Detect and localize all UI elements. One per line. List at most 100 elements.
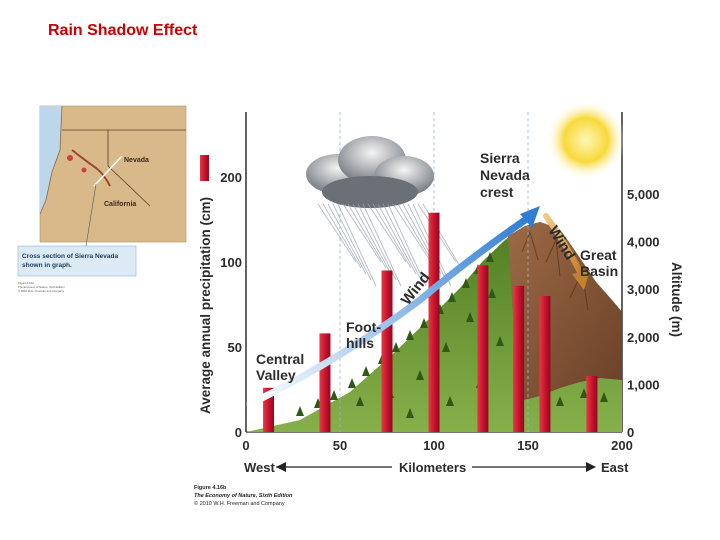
foothills-label: Foot- hills [346, 319, 385, 351]
rain-streak [367, 203, 407, 263]
tree-icon [486, 252, 494, 262]
west-arrowhead-icon [276, 462, 286, 472]
tree-icon [600, 392, 608, 402]
rain-streak [327, 203, 367, 275]
rain-streak [372, 203, 412, 269]
left-tick-label: 50 [228, 340, 242, 355]
great-basin-label-line: Basin [580, 263, 618, 279]
west-label: West [244, 460, 275, 475]
windward-wind-arrow [246, 214, 532, 408]
tree-icon [356, 396, 364, 406]
leeward-arrowhead-icon [572, 270, 590, 290]
figure-number: Figure 4.16b [194, 485, 227, 491]
rain-streak [337, 203, 377, 287]
tree-icon [420, 318, 428, 328]
map-caption-line: shown in graph. [22, 262, 72, 269]
rain-streak [362, 203, 402, 287]
figure-copyright: © 2010 W.H. Freeman and Company [194, 500, 285, 507]
rain-streak [347, 203, 387, 269]
tree-icon [330, 390, 338, 400]
inset-map: Nevada California Cross section of Sierr… [17, 105, 187, 293]
map-tiny-credit-line: Figure 4.16a [18, 281, 34, 285]
map-callout-line [85, 183, 97, 247]
x-tick-label: 100 [423, 438, 445, 453]
x-axis-ticks: 0 50 100 150 200 [242, 438, 632, 453]
precipitation-bars [200, 155, 598, 432]
figure-book: The Economy of Nature, Sixth Edition [194, 493, 293, 499]
leeward-wind-arrow [543, 213, 583, 275]
tree-icon [580, 388, 588, 398]
rain-streak [332, 203, 372, 281]
great-basin-label: Great Basin [580, 247, 620, 279]
rain-streak [387, 203, 427, 287]
map-city-dot [67, 155, 73, 161]
rain-streak [382, 203, 422, 281]
map-cross-section-line [93, 155, 123, 187]
sierra-crest-label: Sierra Nevada crest [480, 150, 534, 200]
tree-icon [442, 342, 450, 352]
map-state-borders [62, 129, 186, 207]
tree-icon [462, 278, 470, 288]
great-basin-label-line: Great [580, 247, 617, 263]
windward-arrowhead-icon [520, 206, 540, 228]
precipitation-bar [586, 375, 598, 432]
foothills-label-line: Foot- [346, 319, 381, 335]
tree-icon [488, 288, 496, 298]
precipitation-bar [381, 270, 393, 432]
rain-streak [317, 203, 357, 263]
sierra-crest-label-line: Sierra [480, 150, 520, 166]
tree-icon [296, 406, 304, 416]
tree-icon [362, 366, 370, 376]
rain-streak [357, 203, 397, 281]
x-tick-label: 150 [517, 438, 539, 453]
tree-icon [392, 342, 400, 352]
precipitation-bar [319, 333, 331, 432]
tree-icon [466, 312, 474, 322]
right-axis-title: Altitude (m) [669, 262, 684, 337]
map-tiny-credit-line: © 2010 W.H. Freeman and Company [18, 289, 65, 293]
tree-icon [446, 396, 454, 406]
right-tick-label: 3,000 [627, 282, 660, 297]
rain-streak [342, 203, 382, 263]
rain-streak [392, 203, 432, 263]
tree-icon [496, 336, 504, 346]
precipitation-bar [263, 387, 275, 432]
map-coastline [39, 105, 63, 215]
tree-icon [348, 378, 356, 388]
right-tick-label: 5,000 [627, 187, 660, 202]
central-valley-label: Central Valley [256, 351, 308, 383]
rain-streak [352, 203, 392, 275]
precipitation-chart: Wind Wind Sierra Nevada crest Great Basi… [194, 100, 684, 507]
right-tick-label: 1,000 [627, 377, 660, 392]
map-ocean [40, 106, 62, 214]
rain-streak [377, 203, 417, 275]
rain-streaks [317, 203, 462, 287]
tree-icon [448, 292, 456, 302]
x-axis-title: Kilometers [399, 460, 466, 475]
left-tick-label: 200 [220, 170, 242, 185]
slide-title: Rain Shadow Effect [48, 22, 198, 39]
map-tiny-credit-line: The Economy of Nature, Sixth Edition [18, 285, 65, 289]
rain-cloud-icon [306, 136, 434, 208]
right-axis-ticks: 0 1,000 2,000 3,000 4,000 5,000 [627, 187, 660, 440]
map-tiny-credit: Figure 4.16a The Economy of Nature, Sixt… [18, 281, 65, 293]
map-land [39, 105, 187, 243]
map-sierra-line [71, 149, 111, 187]
east-label: East [601, 460, 629, 475]
precipitation-bar [428, 212, 440, 432]
tree-icon [416, 370, 424, 380]
x-tick-label: 0 [242, 438, 249, 453]
tree-icon [406, 330, 414, 340]
left-axis-title: Average annual precipitation (cm) [198, 197, 213, 414]
bar-key-swatch [200, 155, 209, 181]
tree-icon [406, 408, 414, 418]
map-city-dot [81, 167, 87, 173]
left-axis-ticks: 0 50 100 200 [220, 170, 242, 440]
mountain-leeward-slope [508, 222, 622, 400]
map-label-nevada: Nevada [124, 157, 149, 164]
east-arrowhead-icon [586, 462, 596, 472]
rain-streak [322, 203, 362, 269]
sierra-crest-label-line: crest [480, 184, 514, 200]
sun-icon [546, 100, 626, 180]
